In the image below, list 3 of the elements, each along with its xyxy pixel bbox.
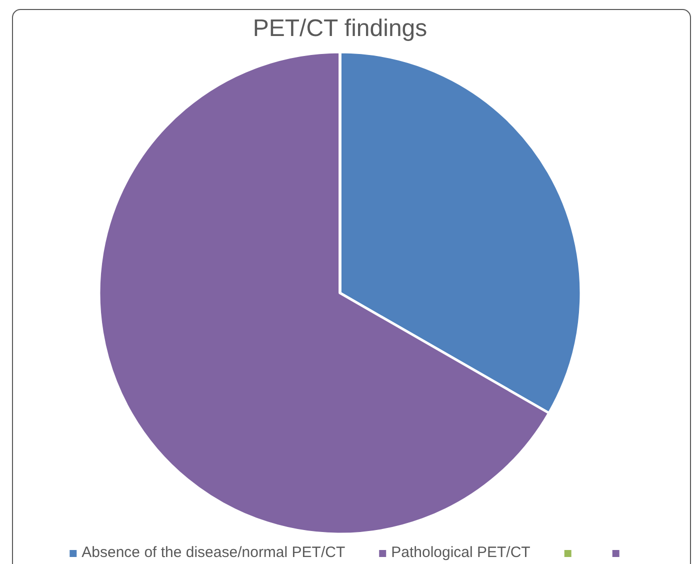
legend-label: Pathological PET/CT	[391, 544, 530, 561]
chart-title: PET/CT findings	[252, 15, 428, 42]
legend-label: Absence of the disease/normal PET/CT	[82, 544, 346, 561]
